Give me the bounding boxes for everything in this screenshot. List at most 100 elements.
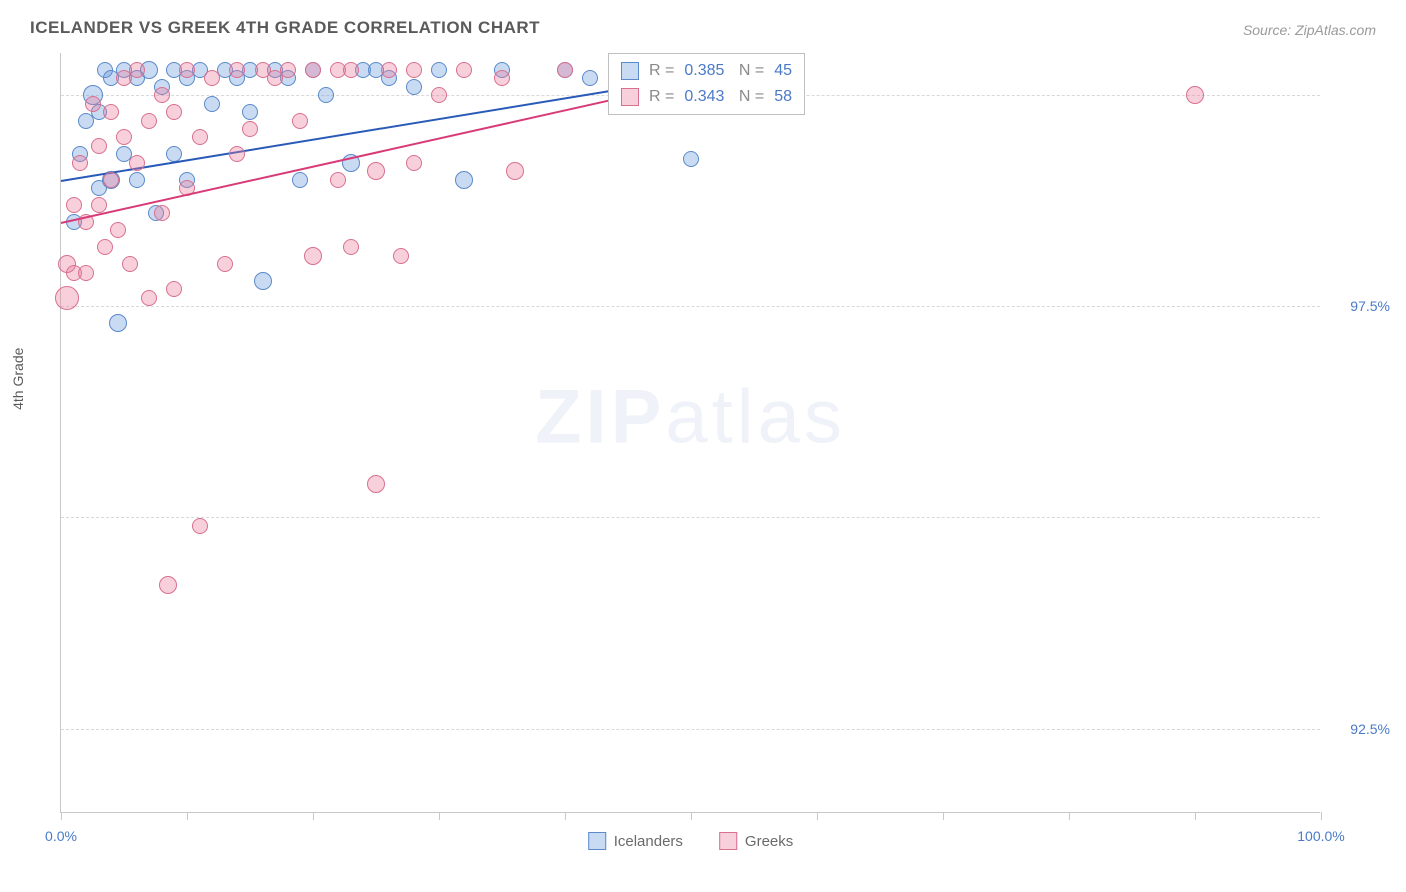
legend-item: Greeks (719, 832, 793, 850)
data-point (242, 121, 258, 137)
data-point (381, 62, 397, 78)
legend-swatch (621, 62, 639, 80)
x-tick (1321, 812, 1322, 820)
data-point (204, 96, 220, 112)
x-tick (691, 812, 692, 820)
data-point (103, 104, 119, 120)
data-point (343, 62, 359, 78)
x-tick (565, 812, 566, 820)
data-point (141, 290, 157, 306)
x-tick-label: 100.0% (1297, 828, 1344, 844)
chart-container: 4th Grade ZIPatlas 92.5%97.5%0.0%100.0%R… (60, 53, 1376, 813)
data-point (406, 62, 422, 78)
legend-label: Icelanders (614, 833, 683, 850)
y-tick-label: 92.5% (1330, 721, 1390, 737)
data-point (683, 151, 699, 167)
data-point (318, 87, 334, 103)
data-point (91, 197, 107, 213)
data-point (116, 129, 132, 145)
data-point (141, 113, 157, 129)
data-point (129, 172, 145, 188)
x-tick (439, 812, 440, 820)
x-tick (313, 812, 314, 820)
data-point (103, 172, 119, 188)
data-point (304, 247, 322, 265)
legend-swatch (588, 832, 606, 850)
data-point (85, 96, 101, 112)
data-point (582, 70, 598, 86)
data-point (192, 129, 208, 145)
stats-row: R = 0.343 N = 58 (609, 84, 804, 110)
gridline (61, 306, 1320, 307)
data-point (406, 79, 422, 95)
data-point (455, 171, 473, 189)
x-tick-label: 0.0% (45, 828, 77, 844)
data-point (159, 576, 177, 594)
chart-title: ICELANDER VS GREEK 4TH GRADE CORRELATION… (30, 18, 540, 38)
data-point (1186, 86, 1204, 104)
data-point (55, 286, 79, 310)
legend-label: Greeks (745, 833, 793, 850)
x-tick (187, 812, 188, 820)
data-point (217, 256, 233, 272)
x-tick (817, 812, 818, 820)
data-point (204, 70, 220, 86)
source-label: Source: ZipAtlas.com (1243, 22, 1376, 38)
data-point (72, 155, 88, 171)
data-point (292, 172, 308, 188)
data-point (557, 62, 573, 78)
stat-n-value: 45 (774, 62, 792, 80)
data-point (129, 155, 145, 171)
data-point (431, 62, 447, 78)
stat-n-value: 58 (774, 88, 792, 106)
stat-r-value: 0.343 (684, 88, 724, 106)
stats-box: R = 0.385 N = 45 R = 0.343 N = 58 (608, 53, 805, 115)
watermark: ZIPatlas (535, 374, 846, 461)
legend-swatch (719, 832, 737, 850)
x-tick (943, 812, 944, 820)
data-point (506, 162, 524, 180)
data-point (192, 518, 208, 534)
data-point (393, 248, 409, 264)
data-point (229, 146, 245, 162)
stat-label: N = (734, 88, 764, 106)
data-point (280, 62, 296, 78)
legend: Icelanders Greeks (588, 832, 794, 850)
data-point (431, 87, 447, 103)
plot-area: ZIPatlas 92.5%97.5%0.0%100.0%R =0.385 N … (60, 53, 1320, 813)
y-axis-label: 4th Grade (10, 348, 26, 410)
data-point (122, 256, 138, 272)
data-point (166, 104, 182, 120)
data-point (154, 87, 170, 103)
data-point (367, 162, 385, 180)
data-point (494, 70, 510, 86)
data-point (242, 104, 258, 120)
x-tick (1195, 812, 1196, 820)
data-point (66, 197, 82, 213)
data-point (129, 62, 145, 78)
data-point (179, 62, 195, 78)
stat-r-value: 0.385 (684, 62, 724, 80)
data-point (110, 222, 126, 238)
data-point (330, 172, 346, 188)
x-tick (1069, 812, 1070, 820)
data-point (343, 239, 359, 255)
data-point (166, 281, 182, 297)
data-point (254, 272, 272, 290)
data-point (292, 113, 308, 129)
data-point (91, 138, 107, 154)
data-point (305, 62, 321, 78)
data-point (97, 239, 113, 255)
legend-item: Icelanders (588, 832, 683, 850)
data-point (456, 62, 472, 78)
gridline (61, 517, 1320, 518)
data-point (78, 265, 94, 281)
stat-label: R = (649, 88, 674, 106)
data-point (406, 155, 422, 171)
data-point (109, 314, 127, 332)
gridline (61, 729, 1320, 730)
stat-label: N = (734, 62, 764, 80)
data-point (229, 62, 245, 78)
x-tick (61, 812, 62, 820)
stat-label: R = (649, 62, 674, 80)
